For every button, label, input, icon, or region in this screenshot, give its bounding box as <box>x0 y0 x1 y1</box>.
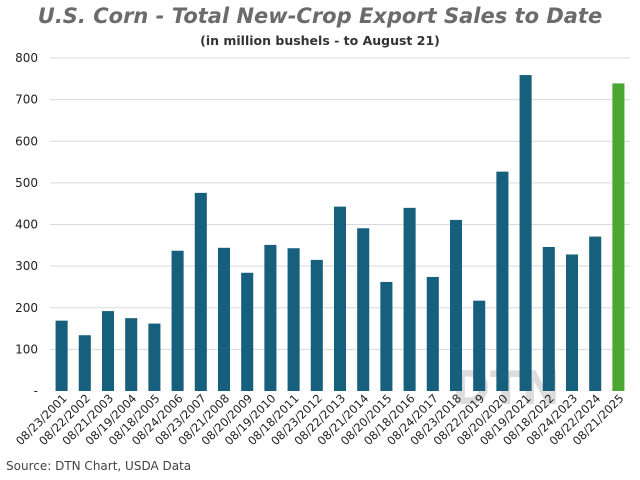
bar-08/19/2021 <box>519 75 532 391</box>
bar-08/21/2014 <box>357 228 370 391</box>
bar-08/19/2010 <box>264 244 277 391</box>
bars <box>55 75 625 392</box>
bar-08/19/2004 <box>125 318 138 391</box>
y-tick-label: 700 <box>15 93 38 107</box>
y-tick-label: 600 <box>15 134 38 148</box>
bar-08/24/2023 <box>565 254 579 391</box>
bar-08/23/2001 <box>55 320 68 391</box>
y-tick-label: 400 <box>15 218 38 232</box>
bar-08/23/2018 <box>449 219 463 391</box>
bar-08/21/2025 <box>612 83 625 392</box>
bar-08/23/2007 <box>194 192 207 391</box>
y-tick-label: - <box>34 384 38 398</box>
bar-08/24/2006 <box>171 250 184 391</box>
y-axis: - 100 200 300 400 500 600 700 800 <box>15 51 38 398</box>
bar-08/21/2003 <box>101 311 115 391</box>
bar-08/20/2020 <box>496 171 509 391</box>
bar-08/22/2019 <box>473 300 486 391</box>
chart-subtitle: (in million bushels - to August 21) <box>200 33 440 48</box>
chart-title: U.S. Corn - Total New-Crop Export Sales … <box>37 4 603 28</box>
bar-08/22/2002 <box>78 335 91 391</box>
bar-08/18/2011 <box>287 248 300 391</box>
bar-08/22/2024 <box>589 236 602 391</box>
bar-08/23/2012 <box>310 259 323 391</box>
bar-08/20/2015 <box>380 281 393 391</box>
bar-08/24/2017 <box>426 276 439 391</box>
bar-08/20/2009 <box>241 272 254 391</box>
bar-08/18/2022 <box>542 246 555 391</box>
bar-08/22/2013 <box>333 206 347 391</box>
y-tick-label: 300 <box>15 259 38 273</box>
chart-source: Source: DTN Chart, USDA Data <box>6 459 192 473</box>
bar-08/18/2005 <box>148 323 161 391</box>
x-axis: 08/23/200108/22/200208/21/200308/19/2004… <box>13 391 627 448</box>
bar-08/21/2008 <box>217 247 231 391</box>
y-tick-label: 100 <box>15 342 38 356</box>
y-tick-label: 500 <box>15 176 38 190</box>
y-tick-label: 800 <box>15 51 38 65</box>
y-tick-label: 200 <box>15 301 38 315</box>
bar-08/18/2016 <box>403 207 416 391</box>
